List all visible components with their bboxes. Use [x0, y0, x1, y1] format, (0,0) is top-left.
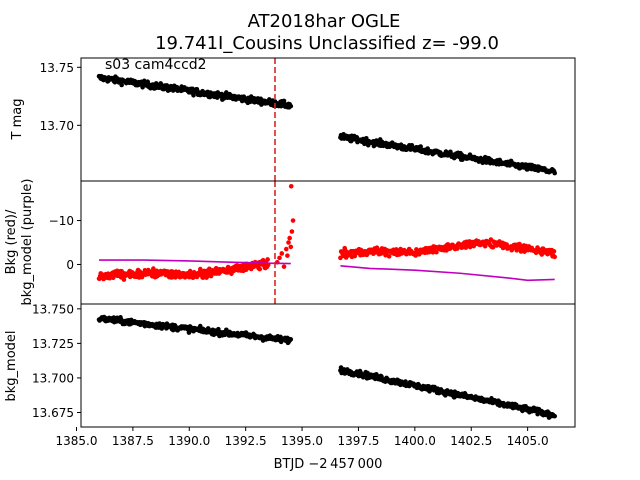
bkg-outlier-point: [289, 229, 295, 234]
y-tick-label: 0: [66, 258, 74, 272]
chart-title-line2: 19.741I_Cousins Unclassified z= -99.0: [155, 33, 499, 54]
bkg-outlier-point: [287, 235, 292, 241]
bkg-outlier-point: [290, 218, 296, 223]
data-point: [552, 413, 557, 419]
x-tick-label: 1385.0: [55, 434, 97, 448]
bkg-outlier-point: [283, 246, 289, 252]
bkg-outlier-point: [279, 251, 285, 256]
y-tick-label: −10: [49, 214, 74, 228]
top-annotation: s03 cam4ccd2: [105, 57, 207, 73]
data-point: [386, 254, 392, 259]
x-tick-label: 1402.5: [450, 434, 492, 448]
data-point: [119, 82, 124, 88]
top-data-points: [96, 73, 557, 176]
data-point: [482, 243, 488, 249]
bkg-model-line: [99, 259, 291, 265]
data-point: [434, 249, 439, 255]
bottom-data-points: [96, 314, 557, 420]
bottom-y-ticks: 13.675 13.700 13.725 13.750: [32, 302, 81, 420]
data-point: [191, 92, 196, 98]
data-point: [418, 144, 423, 149]
y-tick-label: 13.700: [32, 371, 74, 385]
x-tick-label: 1392.5: [225, 434, 267, 448]
data-point: [265, 257, 270, 262]
bkg-outlier-point: [285, 253, 290, 258]
x-tick-label: 1397.5: [337, 434, 379, 448]
data-point: [454, 246, 460, 251]
bkg-outlier-point: [288, 183, 294, 189]
x-tick-label: 1387.5: [112, 434, 154, 448]
data-point: [552, 254, 557, 260]
data-point: [257, 266, 263, 272]
data-point: [121, 277, 127, 282]
x-tick-label: 1395.0: [281, 434, 323, 448]
data-point: [216, 326, 221, 332]
x-axis-label: BTJD −2 457 000: [274, 457, 383, 472]
middle-ylabel-line1: Bkg (red)/: [4, 209, 19, 274]
bottom-ylabel: bkg_model: [4, 330, 19, 401]
y-tick-label: 13.675: [32, 406, 74, 420]
x-tick-label: 1405.0: [507, 434, 549, 448]
bkg-outlier-point: [286, 240, 291, 245]
top-y-ticks: 13.70 13.75: [40, 61, 81, 133]
data-point: [490, 244, 496, 250]
data-point: [288, 337, 294, 342]
middle-y-ticks: 0 −10: [49, 214, 81, 272]
y-tick-label: 13.70: [40, 119, 74, 133]
data-point: [551, 249, 557, 254]
y-tick-label: 13.75: [40, 61, 74, 75]
chart-title-line1: AT2018har OGLE: [248, 11, 401, 32]
bkg-outlier-point: [277, 255, 282, 261]
data-point: [552, 170, 557, 176]
panel-middle: 0 −10 Bkg (red)/ bkg_model (purple): [4, 179, 576, 306]
data-point: [288, 103, 294, 109]
y-tick-label: 13.750: [32, 302, 74, 316]
top-ylabel: T mag: [10, 99, 25, 141]
y-tick-label: 13.725: [32, 337, 74, 351]
bkg-outlier-point: [281, 264, 287, 269]
panel-top: s03 cam4ccd2 13.70 13.75 T mag: [10, 57, 576, 182]
bottom-axes-frame: [80, 303, 576, 428]
middle-data-points: [96, 183, 557, 282]
middle-ylabel-line2: bkg_model (purple): [20, 179, 35, 306]
bkg-model-line-2: [340, 264, 555, 282]
bkg-outlier-point: [288, 244, 294, 250]
panel-bottom: 13.675 13.700 13.725 13.750 1385.0 1387.5 139…: [4, 302, 576, 448]
x-tick-label: 1390.0: [168, 434, 210, 448]
x-tick-label: 1400.0: [394, 434, 436, 448]
bottom-x-ticks: 1385.0 1387.5 1390.0 1392.5 1395.0 1397.5 1400…: [55, 427, 549, 448]
